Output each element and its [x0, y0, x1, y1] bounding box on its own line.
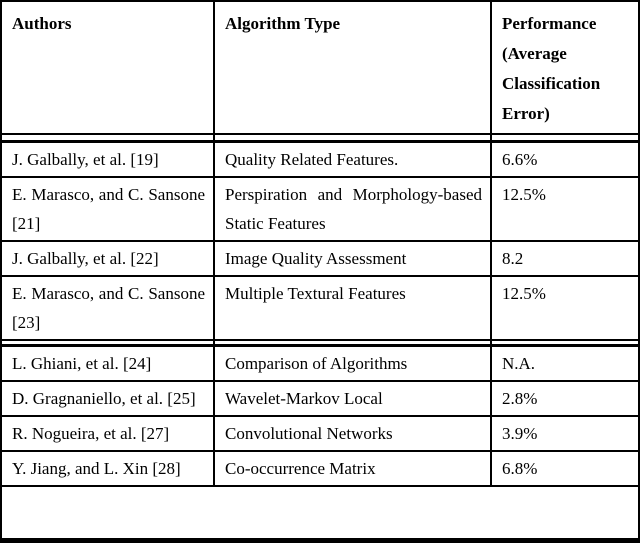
authors-cell: J. Galbally, et al. [22]: [2, 242, 215, 275]
algorithm-cell: Co-occurrence Matrix: [215, 452, 492, 485]
performance-header: Performance (Average Classification Erro…: [502, 14, 601, 123]
algorithm-cell: Quality Related Features.: [215, 143, 492, 176]
performance-cell: 12.5%: [502, 185, 546, 204]
performance-cell: 2.8%: [502, 389, 538, 408]
algorithm-cell: Perspiration and Morphology-based Static…: [215, 178, 492, 240]
mid-double-rule: [2, 341, 638, 347]
authors-cell: Y. Jiang, and L. Xin [28]: [2, 452, 215, 485]
algorithm-type-header: Algorithm Type: [215, 2, 492, 133]
table-row: L. Ghiani, et al. [24] Comparison of Alg…: [2, 347, 638, 382]
authors-cell: E. Marasco, and C. Sansone [21]: [2, 178, 215, 240]
rule-gap-segment: [492, 341, 638, 344]
rule-gap-segment: [2, 341, 215, 344]
authors-cell: L. Ghiani, et al. [24]: [2, 347, 215, 380]
algorithm-cell: Convolutional Networks: [215, 417, 492, 450]
header-double-rule: [2, 135, 638, 143]
performance-cell: N.A.: [502, 354, 536, 373]
algorithm-cell: Image Quality Assessment: [215, 242, 492, 275]
authors-header: Authors: [2, 2, 215, 133]
rule-gap-segment: [215, 135, 492, 140]
performance-cell: 8.2: [502, 249, 524, 268]
table-row: Y. Jiang, and L. Xin [28] Co-occurrence …: [2, 452, 638, 487]
authors-cell: E. Marasco, and C. Sansone [23]: [2, 277, 215, 339]
algorithm-cell: Multiple Textural Features: [215, 277, 492, 339]
bottom-rule-gap: [2, 487, 638, 543]
performance-cell: 12.5%: [502, 284, 546, 303]
table-row: J. Galbally, et al. [22] Image Quality A…: [2, 242, 638, 277]
performance-cell: 6.8%: [502, 459, 538, 478]
table-row: D. Gragnaniello, et al. [25] Wavelet-Mar…: [2, 382, 638, 417]
authors-cell: J. Galbally, et al. [19]: [2, 143, 215, 176]
authors-cell: D. Gragnaniello, et al. [25]: [2, 382, 215, 415]
performance-cell: 6.6%: [502, 150, 538, 169]
table-row: J. Galbally, et al. [19] Quality Related…: [2, 143, 638, 178]
algorithm-cell: Wavelet-Markov Local: [215, 382, 492, 415]
authors-cell: R. Nogueira, et al. [27]: [2, 417, 215, 450]
algorithm-cell: Comparison of Algorithms: [215, 347, 492, 380]
bottom-thick-rule: [0, 538, 640, 543]
rule-gap-segment: [2, 135, 215, 140]
rule-gap-segment: [215, 341, 492, 344]
performance-cell: 3.9%: [502, 424, 538, 443]
rule-gap-segment: [492, 135, 638, 140]
table-row: E. Marasco, and C. Sansone [21] Perspira…: [2, 178, 638, 242]
table-header-row: Authors Algorithm Type Performance (Aver…: [2, 2, 638, 135]
table-row: E. Marasco, and C. Sansone [23] Multiple…: [2, 277, 638, 341]
table-row: R. Nogueira, et al. [27] Convolutional N…: [2, 417, 638, 452]
